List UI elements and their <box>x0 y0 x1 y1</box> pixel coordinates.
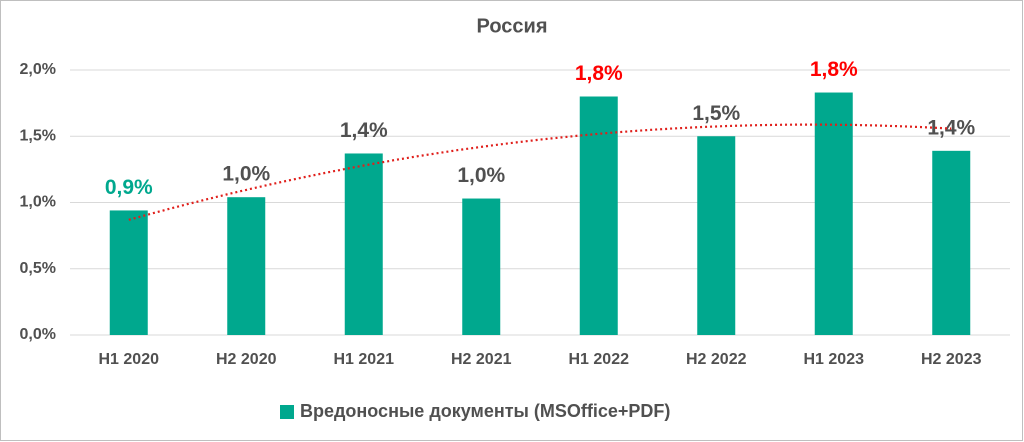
x-tick-label: H1 2023 <box>804 351 865 368</box>
bar <box>579 96 618 335</box>
bar <box>697 136 736 335</box>
x-tick-label: H2 2023 <box>921 351 982 368</box>
x-tick-label: H1 2022 <box>569 351 630 368</box>
legend-swatch <box>280 405 294 419</box>
y-tick-label: 0,0% <box>20 326 56 343</box>
y-tick-label: 1,0% <box>20 194 56 211</box>
bar <box>227 197 266 335</box>
trendline <box>128 123 952 221</box>
legend-label: Вредоносные документы (MSOffice+PDF) <box>300 401 670 421</box>
y-tick-label: 2,0% <box>20 61 56 78</box>
x-tick-label: H2 2021 <box>451 351 512 368</box>
x-tick-label: H1 2021 <box>334 351 395 368</box>
value-label: 1,4% <box>340 119 388 142</box>
bar <box>462 198 501 335</box>
value-label: 1,0% <box>222 163 270 186</box>
bar <box>109 210 148 335</box>
x-tick-label: H2 2020 <box>216 351 277 368</box>
y-tick-label: 0,5% <box>20 260 56 277</box>
value-label: 1,5% <box>692 102 740 125</box>
bar <box>932 150 971 335</box>
value-label: 1,0% <box>457 164 505 187</box>
value-label: 1,8% <box>810 58 858 81</box>
value-label: 1,4% <box>927 116 975 139</box>
y-tick-label: 1,5% <box>20 127 56 144</box>
x-tick-label: H1 2020 <box>99 351 160 368</box>
chart-title: Россия <box>476 15 547 37</box>
bar <box>344 153 383 335</box>
value-label: 1,8% <box>575 62 623 85</box>
bar <box>814 92 853 336</box>
value-label: 0,9% <box>105 176 153 199</box>
x-tick-label: H2 2022 <box>686 351 747 368</box>
